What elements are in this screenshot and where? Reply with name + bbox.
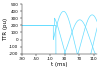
Y-axis label: TTR (pu): TTR (pu) — [3, 17, 8, 41]
X-axis label: t (ms): t (ms) — [51, 62, 68, 67]
